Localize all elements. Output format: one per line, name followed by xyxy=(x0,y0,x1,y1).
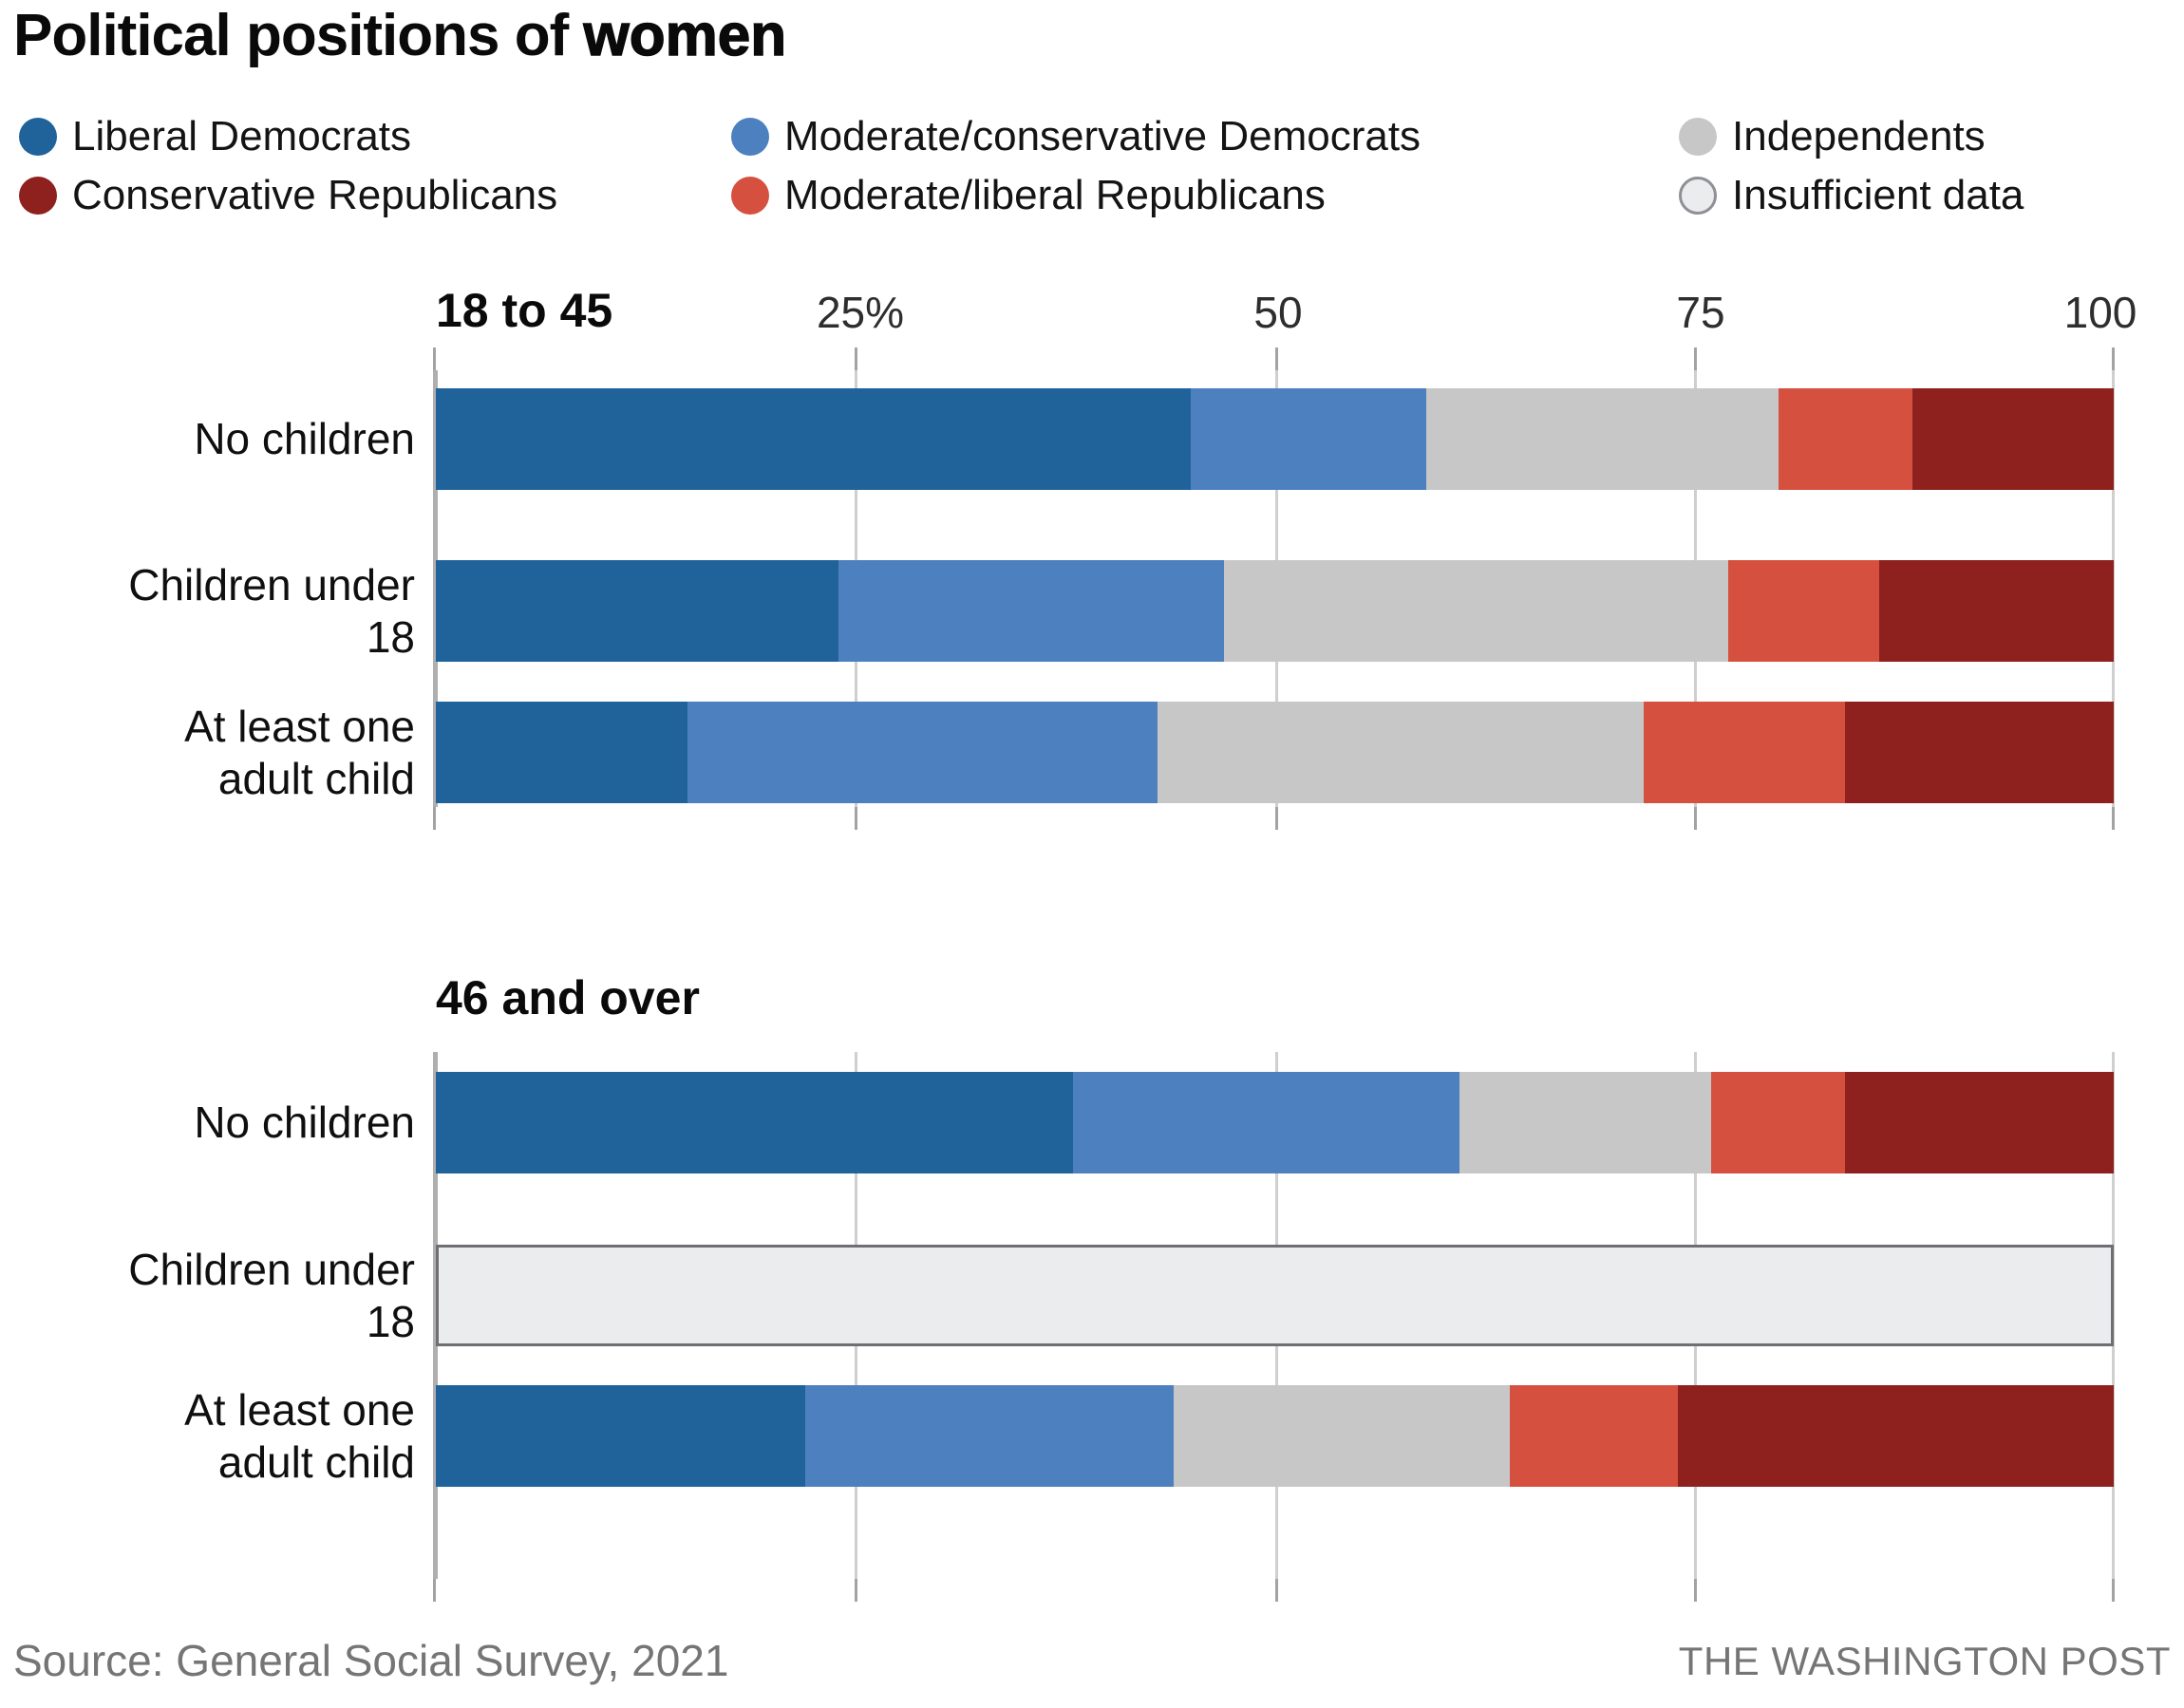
axis-tick xyxy=(433,347,436,370)
bar-segment-moderate-conservative-democrats xyxy=(687,702,1158,803)
bar-segment-moderate-liberal-republicans xyxy=(1778,388,1912,490)
legend-label: Independents xyxy=(1732,113,1986,160)
legend-label: Moderate/liberal Republicans xyxy=(784,172,1326,218)
bar-segment-moderate-liberal-republicans xyxy=(1644,702,1846,803)
bar-segment-independents xyxy=(1157,702,1645,803)
axis-tick xyxy=(1694,347,1697,370)
bar-segment-independents xyxy=(1425,388,1779,490)
legend-item-moderate-liberal-republicans: Moderate/liberal Republicans xyxy=(731,171,1326,220)
tick-label-75: 75 xyxy=(1676,288,1725,337)
source-note: Source: General Social Survey, 2021 xyxy=(13,1636,729,1685)
bar-row-18-45-children-under-18 xyxy=(436,560,2114,662)
bar-segment-moderate-conservative-democrats xyxy=(804,1385,1175,1487)
tick-label-50: 50 xyxy=(1253,288,1303,337)
row-label-at-least-one-adult-child: At least one adult child xyxy=(184,702,415,803)
axis-tick xyxy=(433,807,436,830)
legend-item-insufficient-data: Insufficient data xyxy=(1679,171,2024,220)
title-prefix: Political positions of xyxy=(13,3,584,68)
bar-segment-liberal-democrats xyxy=(436,1385,805,1487)
bar-segment-moderate-conservative-democrats xyxy=(838,560,1225,662)
legend-item-moderate-conservative-democrats: Moderate/conservative Democrats xyxy=(731,112,1421,161)
axis-tick xyxy=(1694,807,1697,830)
axis-tick xyxy=(1275,807,1278,830)
axis-tick xyxy=(433,1579,436,1602)
axis-tick xyxy=(1694,1579,1697,1602)
bar-row-46-over-children-under-18-insufficient-data xyxy=(436,1245,2114,1346)
legend-label: Liberal Democrats xyxy=(72,113,412,160)
title-emphasis: women xyxy=(583,2,787,68)
axis-tick xyxy=(2112,347,2115,370)
bar-segment-liberal-democrats xyxy=(436,388,1192,490)
axis-tick xyxy=(2112,807,2115,830)
legend-item-independents: Independents xyxy=(1679,112,1986,161)
bar-segment-moderate-conservative-democrats xyxy=(1191,388,1426,490)
bar-segment-conservative-republicans xyxy=(1845,702,2114,803)
bar-segment-liberal-democrats xyxy=(436,560,839,662)
gridline-0 xyxy=(433,370,438,807)
bar-segment-liberal-democrats xyxy=(436,702,688,803)
bar-row-18-45-no-children xyxy=(436,388,2114,490)
row-label-children-under-18: Children under 18 xyxy=(128,560,415,662)
row-label-at-least-one-adult-child: At least one adult child xyxy=(184,1385,415,1487)
legend-swatch-insufficient-data xyxy=(1679,177,1717,215)
bar-segment-conservative-republicans xyxy=(1677,1385,2114,1487)
legend-swatch-moderate-conservative-democrats xyxy=(731,118,769,156)
tick-label-100: 100 xyxy=(2063,288,2137,337)
bar-segment-moderate-liberal-republicans xyxy=(1727,560,1879,662)
group-title-46-and-over: 46 and over xyxy=(436,971,700,1024)
bar-segment-moderate-liberal-republicans xyxy=(1509,1385,1678,1487)
gridline-0 xyxy=(433,1052,438,1579)
bar-segment-liberal-democrats xyxy=(436,1072,1074,1173)
bar-segment-conservative-republicans xyxy=(1845,1072,2114,1173)
legend-swatch-moderate-liberal-republicans xyxy=(731,177,769,215)
axis-tick xyxy=(2112,1579,2115,1602)
legend-label: Conservative Republicans xyxy=(72,172,558,218)
legend-item-liberal-democrats: Liberal Democrats xyxy=(19,112,411,161)
bar-segment-independents xyxy=(1459,1072,1711,1173)
axis-tick xyxy=(855,1579,857,1602)
axis-tick xyxy=(1275,347,1278,370)
axis-tick xyxy=(855,347,857,370)
bar-row-46-over-at-least-one-adult-child xyxy=(436,1385,2114,1487)
bar-segment-independents xyxy=(1224,560,1728,662)
bar-segment-conservative-republicans xyxy=(1911,388,2114,490)
bar-segment-moderate-conservative-democrats xyxy=(1073,1072,1459,1173)
bar-segment-conservative-republicans xyxy=(1878,560,2114,662)
bar-row-18-45-at-least-one-adult-child xyxy=(436,702,2114,803)
row-label-children-under-18: Children under 18 xyxy=(128,1245,415,1346)
legend-swatch-independents xyxy=(1679,118,1717,156)
legend-swatch-liberal-democrats xyxy=(19,118,57,156)
chart-title: Political positions of women xyxy=(13,2,787,69)
legend-label: Insufficient data xyxy=(1732,172,2024,218)
row-label-no-children: No children xyxy=(194,414,415,464)
group-title-18-to-45: 18 to 45 xyxy=(436,284,613,337)
legend-swatch-conservative-republicans xyxy=(19,177,57,215)
bar-row-46-over-no-children xyxy=(436,1072,2114,1173)
legend-label: Moderate/conservative Democrats xyxy=(784,113,1421,160)
publisher-credit: THE WASHINGTON POST xyxy=(1678,1639,2171,1683)
row-label-no-children: No children xyxy=(194,1098,415,1148)
axis-tick xyxy=(855,807,857,830)
axis-tick xyxy=(1275,1579,1278,1602)
bar-segment-moderate-liberal-republicans xyxy=(1710,1072,1846,1173)
legend-item-conservative-republicans: Conservative Republicans xyxy=(19,171,557,220)
bar-segment-independents xyxy=(1174,1385,1510,1487)
tick-label-25: 25% xyxy=(816,288,905,337)
